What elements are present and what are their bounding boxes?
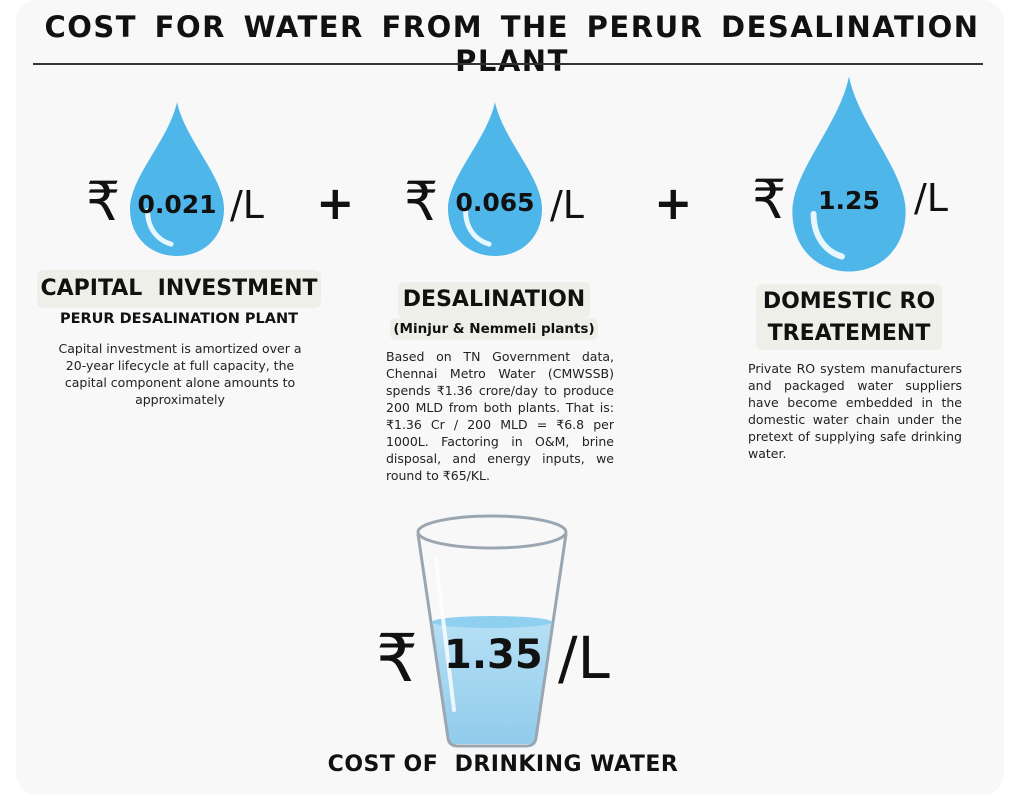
total-cost-label: COST OF DRINKING WATER xyxy=(0,752,1006,777)
plus-icon-2: + xyxy=(654,176,693,230)
plus-icon-1: + xyxy=(316,176,355,230)
capital-investment-label: CAPITAL INVESTMENT xyxy=(37,270,321,308)
page-title: COST FOR WATER FROM THE PERUR DESALINATI… xyxy=(44,10,980,78)
unit-label-1: /L xyxy=(230,183,264,227)
plants-subtitle: (Minjur & Nemmeli plants) xyxy=(393,321,595,337)
ro-cost-value: 1.25 xyxy=(818,186,880,215)
desalination-label: DESALINATION xyxy=(398,282,590,318)
domestic-ro-description: Private RO system manufacturers and pack… xyxy=(748,361,962,461)
unit-label-3: /L xyxy=(914,176,948,220)
desalination-description: Based on TN Government data, Chennai Met… xyxy=(386,349,614,483)
domestic-ro-label: DOMESTIC RO TREATEMENT xyxy=(756,284,942,350)
water-drop-icon-1: 0.021 xyxy=(128,100,226,258)
desalination-title: DESALINATION xyxy=(402,287,586,312)
unit-label-2: /L xyxy=(550,183,584,227)
domestic-ro-title-line2: TREATEMENT xyxy=(767,321,931,346)
rupee-symbol-total: ₹ xyxy=(376,620,418,697)
desalination-cost-value: 0.065 xyxy=(455,188,535,217)
title-divider xyxy=(33,63,983,65)
water-drop-icon-3: 1.25 xyxy=(790,74,908,274)
drinking-glass-icon xyxy=(408,510,576,748)
capital-cost-value: 0.021 xyxy=(137,190,217,219)
perur-plant-label: PERUR DESALINATION PLANT xyxy=(58,308,300,330)
rupee-symbol-3: ₹ xyxy=(752,168,787,231)
total-cost-label-text: COST OF DRINKING WATER xyxy=(327,752,679,777)
water-drop-icon-2: 0.065 xyxy=(446,100,544,258)
capital-investment-title: CAPITAL INVESTMENT xyxy=(40,276,318,301)
perur-plant-subtitle: PERUR DESALINATION PLANT xyxy=(59,311,299,327)
capital-description: Capital investment is amortized over a 2… xyxy=(58,341,302,407)
total-cost-value: 1.35 xyxy=(444,632,543,678)
rupee-symbol-1: ₹ xyxy=(86,170,121,233)
unit-label-total: /L xyxy=(558,624,610,692)
plants-label: (Minjur & Nemmeli plants) xyxy=(390,318,598,340)
rupee-symbol-2: ₹ xyxy=(404,170,439,233)
domestic-ro-title-line1: DOMESTIC RO xyxy=(762,289,936,314)
